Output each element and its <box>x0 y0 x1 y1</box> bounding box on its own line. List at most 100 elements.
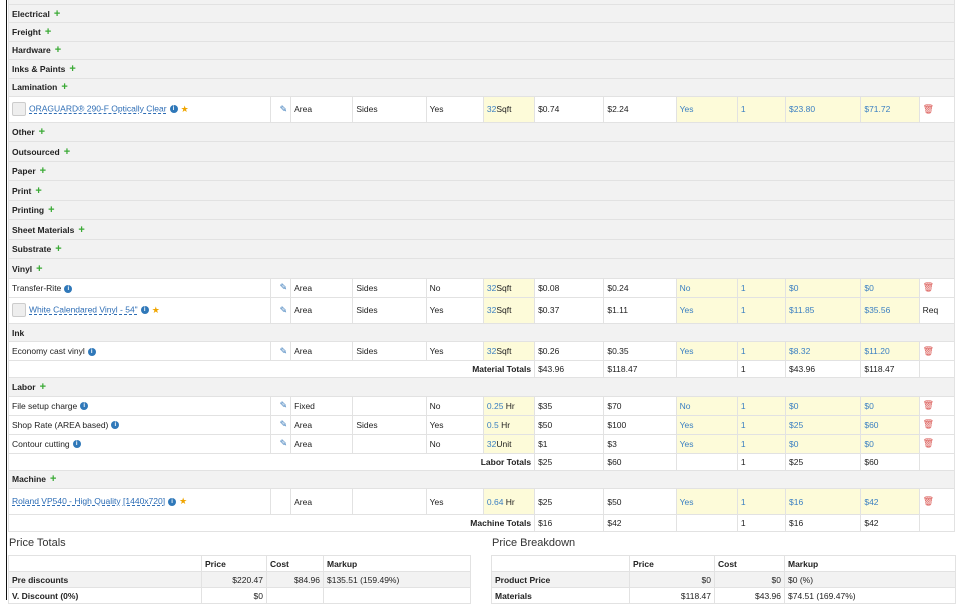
cost-cell[interactable]: $25 <box>785 414 862 435</box>
trash-icon[interactable]: 🗑 <box>922 400 935 411</box>
multiplier-cell[interactable]: 1 <box>736 433 787 454</box>
cost-cell[interactable]: $8.32 <box>785 341 862 362</box>
info-icon[interactable]: i <box>168 497 177 506</box>
price-cell[interactable]: $0 <box>860 395 920 416</box>
multiplier-cell[interactable]: 1 <box>736 395 787 416</box>
charge-toggle[interactable]: Yes <box>675 341 738 362</box>
category-row[interactable]: Outsourced + <box>8 141 955 162</box>
plus-icon[interactable]: + <box>69 62 76 75</box>
plus-icon[interactable]: + <box>53 7 61 20</box>
star-icon[interactable]: ★ <box>179 496 188 507</box>
qty-value[interactable]: 0.5 <box>486 419 499 430</box>
price-cell[interactable]: $35.56 <box>860 296 920 324</box>
category-row[interactable]: Sheet Materials + <box>8 219 955 240</box>
trash-icon[interactable]: 🗑 <box>922 496 935 507</box>
info-icon[interactable]: i <box>87 348 96 357</box>
qty-cell[interactable]: 32Sqft <box>482 95 536 123</box>
multiplier-cell[interactable]: 1 <box>736 488 787 516</box>
qty-cell[interactable]: 32Unit <box>482 433 536 454</box>
charge-toggle[interactable]: Yes <box>675 296 738 324</box>
multiplier-cell[interactable]: 1 <box>736 95 787 123</box>
qty-value[interactable]: 32 <box>486 346 497 357</box>
cost-cell[interactable]: $0 <box>785 277 862 298</box>
qty-value[interactable]: 0.25 <box>486 400 504 411</box>
trash-icon[interactable]: 🗑 <box>922 438 935 449</box>
plus-icon[interactable]: + <box>36 262 43 275</box>
price-cell[interactable]: $11.20 <box>860 341 920 362</box>
pencil-icon[interactable]: ✎ <box>279 345 288 356</box>
charge-toggle[interactable]: Yes <box>675 95 738 123</box>
category-row[interactable]: Inks & Paints + <box>8 59 955 79</box>
plus-icon[interactable]: + <box>44 26 52 39</box>
plus-icon[interactable]: + <box>61 81 68 94</box>
cost-cell[interactable]: $11.85 <box>785 296 862 324</box>
qty-cell[interactable]: 32Sqft <box>482 296 536 324</box>
plus-icon[interactable]: + <box>39 381 47 394</box>
pencil-icon[interactable]: ✎ <box>279 304 288 315</box>
qty-cell[interactable]: 32Sqft <box>482 341 536 362</box>
category-row[interactable]: Substrate + <box>8 238 955 260</box>
price-cell[interactable]: $42 <box>860 488 920 516</box>
price-cell[interactable]: $60 <box>860 414 920 435</box>
star-icon[interactable]: ★ <box>151 304 160 315</box>
price-cell[interactable]: $0 <box>860 277 920 298</box>
qty-cell[interactable]: 32Sqft <box>482 277 536 298</box>
category-row[interactable]: Hardware + <box>8 40 955 61</box>
charge-toggle[interactable]: Yes <box>675 488 738 516</box>
trash-icon[interactable]: 🗑 <box>922 103 935 114</box>
plus-icon[interactable]: + <box>39 165 47 178</box>
info-icon[interactable]: i <box>72 440 81 449</box>
charge-toggle[interactable]: No <box>675 395 738 416</box>
category-row[interactable]: Paper + <box>8 160 955 182</box>
price-cell[interactable]: $71.72 <box>860 95 920 123</box>
qty-value[interactable]: 32 <box>486 282 497 293</box>
qty-cell[interactable]: 0.64 Hr <box>482 488 536 516</box>
category-row[interactable]: Other + <box>8 121 955 143</box>
category-row[interactable]: Vinyl + <box>8 258 955 279</box>
plus-icon[interactable]: + <box>38 126 46 139</box>
plus-icon[interactable]: + <box>78 223 85 236</box>
plus-icon[interactable]: + <box>55 243 62 256</box>
pencil-icon[interactable]: ✎ <box>279 419 288 430</box>
category-row[interactable]: Print + <box>8 180 955 201</box>
qty-cell[interactable]: 0.25 Hr <box>482 395 536 416</box>
info-icon[interactable]: i <box>111 421 120 430</box>
star-icon[interactable]: ★ <box>180 103 189 114</box>
pencil-icon[interactable]: ✎ <box>279 400 288 411</box>
item-name-link[interactable]: Roland VP540 - High Quality [1440x720] <box>12 496 166 507</box>
multiplier-cell[interactable]: 1 <box>736 296 787 324</box>
qty-value[interactable]: 0.64 <box>486 496 504 507</box>
category-row[interactable]: Lamination + <box>8 77 955 97</box>
category-row[interactable]: Freight + <box>8 22 955 42</box>
cost-cell[interactable]: $16 <box>785 488 862 516</box>
item-name-link[interactable]: White Calendared Vinyl - 54" <box>29 304 138 315</box>
category-row[interactable]: Machine + <box>8 469 955 490</box>
multiplier-cell[interactable]: 1 <box>736 277 787 298</box>
charge-toggle[interactable]: No <box>675 277 738 298</box>
trash-icon[interactable]: 🗑 <box>922 419 935 430</box>
info-icon[interactable]: i <box>80 402 89 411</box>
trash-icon[interactable]: 🗑 <box>922 282 935 293</box>
pencil-icon[interactable]: ✎ <box>279 438 288 449</box>
cost-cell[interactable]: $23.80 <box>785 95 862 123</box>
pencil-icon[interactable]: ✎ <box>279 103 288 114</box>
info-icon[interactable]: i <box>140 306 149 315</box>
charge-toggle[interactable]: Yes <box>675 433 738 454</box>
cost-cell[interactable]: $0 <box>785 395 862 416</box>
multiplier-cell[interactable]: 1 <box>736 341 787 362</box>
category-row[interactable]: Electrical + <box>8 3 955 24</box>
plus-icon[interactable]: + <box>35 184 42 197</box>
multiplier-cell[interactable]: 1 <box>736 414 787 435</box>
trash-icon[interactable]: 🗑 <box>922 345 935 356</box>
category-row[interactable]: Labor + <box>8 377 955 397</box>
info-icon[interactable]: i <box>169 105 178 114</box>
plus-icon[interactable]: + <box>48 204 55 217</box>
qty-value[interactable]: 32 <box>486 305 497 316</box>
qty-value[interactable]: 32 <box>486 104 497 115</box>
price-cell[interactable]: $0 <box>860 433 920 454</box>
cost-cell[interactable]: $0 <box>785 433 862 454</box>
plus-icon[interactable]: + <box>54 44 62 57</box>
qty-value[interactable]: 32 <box>486 438 497 449</box>
plus-icon[interactable]: + <box>50 473 57 486</box>
item-name-link[interactable]: ORAGUARD® 290-F Optically Clear <box>29 103 167 114</box>
